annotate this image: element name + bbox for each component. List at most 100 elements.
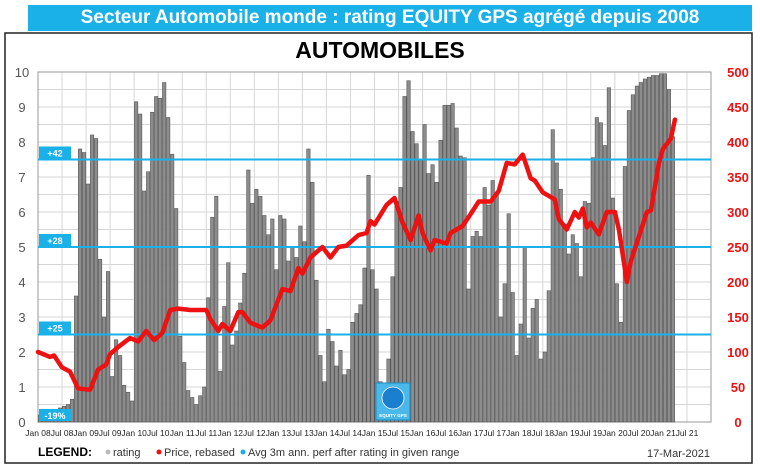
right-axis-tick: 500 [727, 65, 749, 80]
rating-bar [286, 260, 291, 423]
rating-bar [186, 390, 191, 423]
rating-bar [590, 157, 595, 423]
rating-bar [110, 376, 115, 423]
rating-bar [302, 241, 307, 423]
rating-bar [294, 257, 299, 423]
left-axis-tick: 9 [18, 100, 25, 115]
x-axis-tick: Jul 15 [387, 428, 410, 438]
rating-bar [426, 173, 431, 423]
right-axis-tick: 150 [727, 310, 749, 325]
rating-bar [158, 97, 163, 423]
x-axis-tick: Jul 21 [676, 428, 699, 438]
rating-bar [318, 355, 323, 423]
range-label: +25 [47, 324, 62, 334]
rating-bar [118, 355, 123, 423]
rating-bar [414, 143, 419, 423]
range-label-box [39, 409, 71, 421]
rating-bar [454, 127, 459, 423]
x-axis-tick: Jan 14 [314, 428, 340, 438]
rating-bar [190, 397, 195, 423]
rating-bar [282, 218, 287, 423]
x-axis-tick: Jan 15 [362, 428, 388, 438]
left-axis-tick: 7 [18, 170, 25, 185]
rating-bar [146, 171, 151, 423]
rating-bar [310, 181, 315, 423]
rating-bar [446, 104, 451, 423]
rating-bar [586, 202, 591, 423]
chart-date: 17-Mar-2021 [647, 448, 710, 460]
rating-bar [606, 87, 611, 423]
left-axis-tick: 4 [18, 275, 25, 290]
rating-bar [462, 157, 467, 423]
chart-title: AUTOMOBILES [295, 37, 465, 63]
x-axis-tick: Jul 13 [291, 428, 314, 438]
rating-bar [398, 187, 403, 423]
rating-bar [218, 370, 223, 423]
legend-title: LEGEND: [38, 445, 92, 459]
rating-bar [666, 89, 671, 423]
logo-text: EQUITY GPS [379, 413, 406, 418]
left-axis-tick: 10 [15, 65, 29, 80]
rating-bar [418, 159, 423, 423]
rating-bar [406, 80, 411, 423]
header-title: Secteur Automobile monde : rating EQUITY… [28, 5, 752, 31]
x-axis-tick: Jul 10 [147, 428, 170, 438]
rating-bar [518, 323, 523, 423]
rating-bar [510, 292, 515, 423]
rating-bar [650, 75, 655, 423]
x-axis-tick: Jul 08 [51, 428, 74, 438]
rating-bar [330, 341, 335, 423]
rating-bar [550, 129, 555, 423]
rating-bar [370, 269, 375, 423]
rating-bar [442, 104, 447, 423]
range-label-box [39, 234, 71, 246]
rating-bar [654, 75, 659, 423]
x-axis-tick: Jan 19 [554, 428, 580, 438]
left-axis-tick: 1 [18, 380, 25, 395]
range-label: -19% [44, 411, 65, 421]
rating-bar [438, 139, 443, 423]
rating-bar [222, 306, 227, 423]
rating-bar [154, 96, 159, 423]
rating-bar [498, 316, 503, 423]
x-axis-tick: Jul 09 [99, 428, 122, 438]
rating-bar [274, 269, 279, 423]
rating-bar [542, 351, 547, 423]
rating-bar [478, 236, 483, 423]
rating-bar [350, 321, 355, 423]
rating-bar [434, 181, 439, 423]
legend-price: Price, rebased [164, 447, 235, 459]
left-axis-tick: 2 [18, 345, 25, 360]
rating-bar [374, 288, 379, 423]
rating-bar [502, 283, 507, 423]
x-axis-tick: Jan 10 [121, 428, 147, 438]
x-axis-tick: Jan 20 [602, 428, 628, 438]
x-axis-tick: Jul 19 [579, 428, 602, 438]
rating-bar [618, 321, 623, 423]
rating-bar [366, 174, 371, 423]
legend-rating-marker [105, 449, 111, 455]
rating-bar [298, 225, 303, 423]
legend-rating: rating [113, 447, 141, 459]
rating-bar [634, 85, 639, 423]
rating-bar [578, 276, 583, 423]
rating-bar [402, 96, 407, 423]
x-axis-tick: Jan 09 [73, 428, 99, 438]
rating-bar [226, 262, 231, 423]
x-axis-tick: Jan 17 [458, 428, 484, 438]
rating-bar [494, 194, 499, 423]
rating-bar [450, 103, 455, 423]
left-axis-tick: 0 [18, 415, 25, 430]
rating-bar [114, 339, 119, 423]
rating-bar [182, 362, 187, 423]
right-axis-tick: 300 [727, 205, 749, 220]
rating-bar [102, 316, 107, 423]
rating-bar [490, 180, 495, 423]
rating-bar [390, 276, 395, 423]
x-axis-tick: Jul 20 [628, 428, 651, 438]
rating-bar [646, 76, 651, 423]
rating-bar [486, 204, 491, 423]
right-axis-tick: 400 [727, 135, 749, 150]
